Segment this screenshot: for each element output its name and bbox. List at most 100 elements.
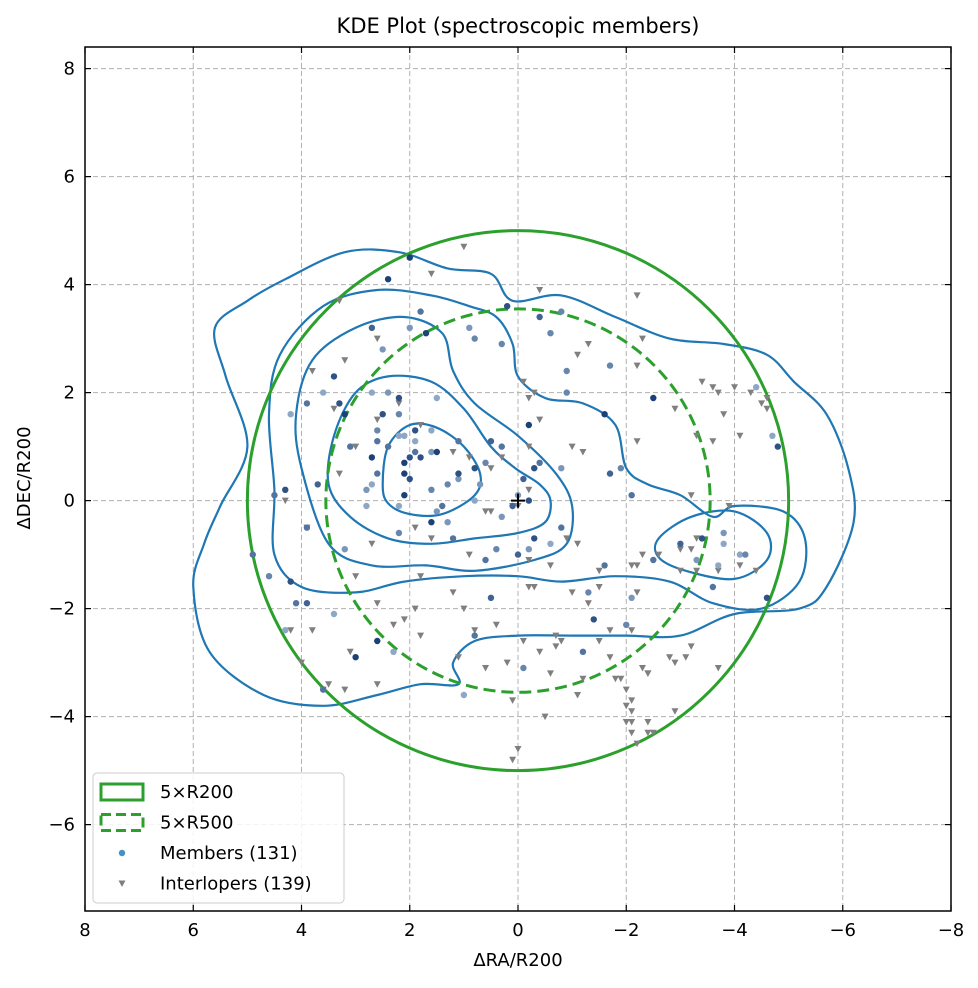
member-point [650, 556, 657, 564]
interloper-point [568, 589, 576, 596]
interloper-point [693, 567, 701, 575]
member-point [401, 492, 408, 499]
member-point [406, 475, 413, 483]
member-point [558, 308, 565, 315]
interloper-point [714, 665, 722, 672]
member-point [720, 540, 727, 547]
interloper-point [427, 270, 435, 278]
member-point [774, 443, 781, 450]
interloper-point [552, 643, 560, 650]
legend: 5×R200 5×R500 Members (131) Interlopers (13… [92, 772, 345, 904]
member-point [763, 594, 771, 601]
legend-swatch-r500 [99, 813, 145, 832]
interloper-point [574, 540, 582, 548]
member-point [287, 411, 294, 418]
member-point [601, 411, 608, 418]
interloper-point [519, 378, 527, 386]
interloper-point [536, 416, 544, 424]
member-point [428, 486, 435, 493]
r200-circle [245, 229, 791, 773]
interloper-point [584, 600, 592, 607]
member-point [520, 475, 527, 483]
interloper-point [417, 573, 425, 580]
member-point [698, 535, 706, 542]
axis-ticks: 8 6 4 2 0 −2 −4 −6 −8 8 6 4 2 0 −2 −4 −6 [48, 47, 964, 941]
interloper-point [536, 287, 544, 294]
interloper-point [492, 621, 500, 629]
r500-circle [324, 307, 712, 694]
member-point [428, 448, 435, 456]
interloper-point [628, 627, 636, 634]
interloper-point [574, 692, 582, 699]
chart-title: KDE Plot (spectroscopic members) [337, 14, 700, 38]
interloper-point [281, 497, 289, 505]
member-point [677, 540, 684, 547]
interloper-point [390, 621, 398, 629]
legend-label: Members (131) [160, 843, 298, 864]
member-point [498, 443, 505, 450]
interloper-point [427, 535, 435, 542]
member-point [525, 421, 533, 429]
interloper-point [671, 659, 679, 667]
member-point [347, 443, 354, 450]
interloper-point [552, 632, 560, 640]
interloper-point [687, 643, 695, 650]
interloper-point [525, 584, 533, 591]
member-point [693, 556, 700, 564]
member-point [606, 362, 614, 369]
y-axis-label: ΔDEC/R200 [14, 426, 35, 529]
kde-contour [294, 315, 575, 572]
member-point [287, 578, 294, 585]
member-point [471, 632, 478, 639]
legend-label: Interlopers (139) [160, 874, 312, 895]
member-point [498, 513, 505, 520]
interloper-point [628, 708, 636, 715]
member-point [384, 389, 392, 396]
member-point [406, 324, 413, 331]
member-point [585, 589, 592, 596]
interloper-point [509, 697, 517, 704]
interloper-point [563, 535, 571, 542]
interloper-point [638, 665, 646, 672]
interloper-point [373, 416, 381, 424]
legend-box [92, 772, 345, 904]
member-point [401, 470, 408, 477]
interloper-point [352, 443, 360, 451]
x-axis-label: ΔRA/R200 [473, 950, 562, 971]
member-point [558, 524, 565, 531]
member-point [487, 594, 495, 601]
member-point [401, 459, 408, 466]
member-point [390, 648, 397, 655]
member-point [520, 664, 527, 672]
interloper-point [530, 389, 538, 397]
member-point [363, 502, 370, 510]
interloper-point [509, 756, 517, 764]
interloper-point [519, 638, 527, 645]
interloper-point [666, 654, 674, 661]
member-point [563, 389, 570, 396]
interloper-point [644, 719, 652, 726]
interloper-point [758, 400, 766, 407]
interloper-point [763, 405, 771, 413]
member-point [449, 535, 457, 542]
interloper-point [579, 449, 587, 456]
member-point [330, 373, 338, 380]
interloper-point [525, 557, 533, 564]
interloper-point [400, 616, 408, 623]
interloper-point [633, 362, 641, 370]
member-point [330, 610, 338, 618]
plot-area [192, 229, 857, 773]
member-point [460, 691, 468, 699]
interloper-point [633, 740, 641, 748]
interloper-point [628, 697, 636, 704]
member-point [368, 454, 376, 461]
member-point [514, 551, 522, 558]
member-point [650, 394, 657, 402]
interloper-point [557, 638, 565, 645]
member-point [579, 648, 587, 655]
interloper-point [287, 627, 295, 634]
interloper-point [352, 573, 360, 580]
interloper-point [736, 432, 744, 440]
